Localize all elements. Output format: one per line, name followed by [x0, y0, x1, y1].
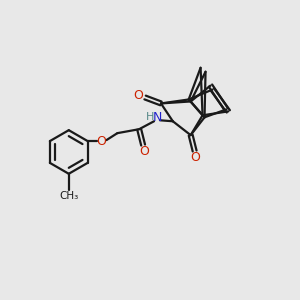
Text: O: O: [133, 89, 143, 102]
Text: N: N: [152, 111, 162, 124]
Text: H: H: [146, 112, 154, 122]
Text: O: O: [97, 135, 106, 148]
Text: CH₃: CH₃: [59, 190, 78, 201]
Text: O: O: [139, 146, 149, 158]
Text: O: O: [191, 152, 201, 164]
